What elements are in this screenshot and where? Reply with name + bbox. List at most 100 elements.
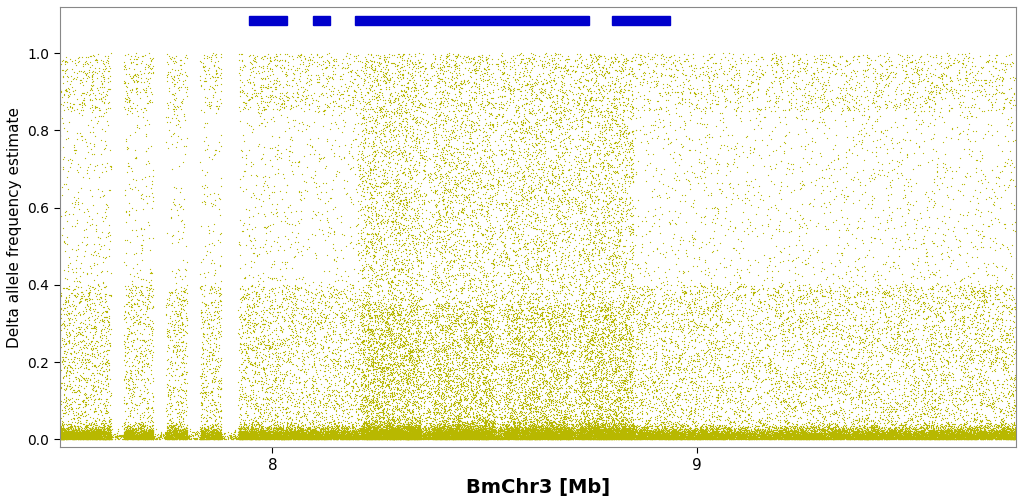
Point [317,423,333,431]
Point [64,434,81,443]
Point [676,433,693,441]
Point [585,277,602,285]
Point [878,434,894,442]
Point [973,431,989,439]
Point [294,304,310,312]
Point [54,431,71,439]
Point [386,355,402,363]
Point [779,363,795,371]
Point [601,435,617,443]
Point [964,425,980,433]
Point [477,432,493,440]
Point [345,383,361,391]
Point [653,432,669,440]
Point [716,426,732,434]
Point [984,434,1000,442]
Point [623,431,639,439]
Point [137,434,153,443]
Point [426,196,442,204]
Point [208,429,224,437]
Point [624,211,640,219]
Point [537,413,553,421]
Point [71,409,87,417]
Point [638,424,655,432]
Point [926,427,942,435]
Point [441,434,457,443]
Point [555,262,572,270]
Point [399,435,415,443]
Point [450,287,466,295]
Point [470,429,486,437]
Point [381,431,397,439]
Point [170,409,186,417]
Point [441,430,457,438]
Point [605,432,621,440]
Point [744,434,760,442]
Point [441,428,457,436]
Point [650,60,666,69]
Point [204,155,220,163]
Point [356,427,372,435]
Point [595,355,612,363]
Point [855,374,872,382]
Point [165,421,181,429]
Point [578,432,594,440]
Point [930,432,946,440]
Point [512,374,528,382]
Point [212,285,228,293]
Point [393,196,409,204]
Point [394,431,410,439]
Point [339,431,355,439]
Point [559,394,575,402]
Point [463,417,480,425]
Point [488,367,504,375]
Point [746,435,762,443]
Point [872,432,888,440]
Point [713,428,729,436]
Point [668,424,684,432]
Point [497,129,514,137]
Point [542,373,559,382]
Point [674,423,691,431]
Point [351,434,367,443]
Point [251,429,267,437]
Point [891,434,907,442]
Point [460,427,477,435]
Point [793,434,809,443]
Point [762,422,779,430]
Point [558,340,574,348]
Point [884,234,900,242]
Point [268,395,284,403]
Point [193,389,210,397]
Point [615,431,631,439]
Point [160,70,176,78]
Point [698,429,714,437]
Point [173,434,189,442]
Point [633,313,650,321]
Point [672,432,688,440]
Point [280,429,297,437]
Point [395,51,411,59]
Point [678,430,695,438]
Point [455,407,472,415]
Point [372,430,389,438]
Point [102,325,119,333]
Point [464,426,481,434]
Point [706,431,722,439]
Point [212,322,228,330]
Point [806,427,822,435]
Point [88,427,104,435]
Point [662,435,678,443]
Point [574,433,590,441]
Point [608,342,624,350]
Point [547,428,564,436]
Point [604,381,620,389]
Point [676,433,693,441]
Point [290,433,306,442]
Point [746,430,762,438]
Point [754,229,770,237]
Point [731,433,748,442]
Point [698,359,714,367]
Point [462,434,479,443]
Point [240,285,257,293]
